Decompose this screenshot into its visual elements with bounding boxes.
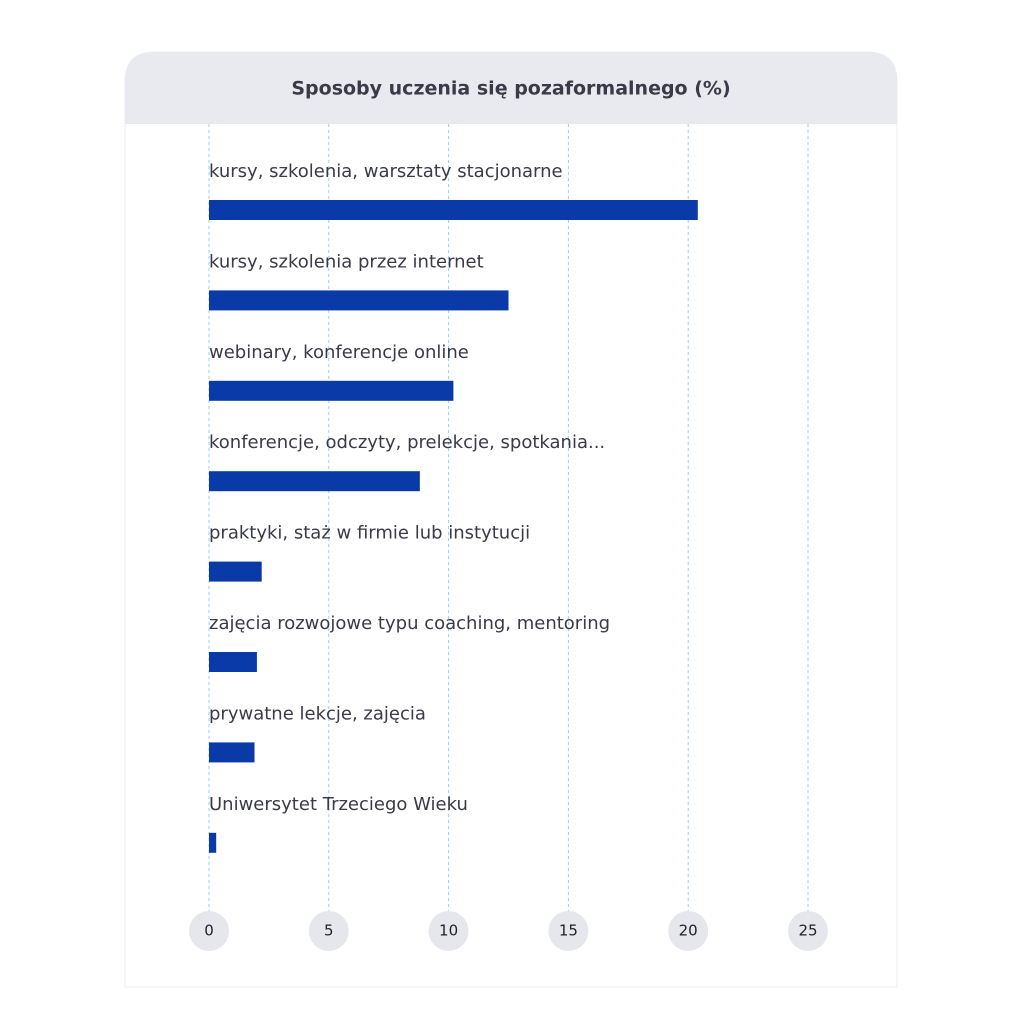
bar — [209, 200, 698, 220]
header — [125, 52, 897, 124]
tick-badge — [788, 911, 828, 951]
tick-badge — [189, 911, 229, 951]
chart-title: Sposoby uczenia się pozaformalnego (%) — [291, 78, 730, 100]
bar — [209, 742, 255, 763]
category-label: webinary, konferencje online — [209, 342, 469, 363]
x-tick-label: 0 — [204, 922, 214, 940]
tick-badge — [548, 911, 589, 951]
tick-badge — [308, 911, 349, 951]
category-label: konferencje, odczyty, prelekcje, spotkan… — [209, 432, 605, 453]
x-tick-label: 20 — [679, 922, 698, 940]
tick-badge — [668, 911, 709, 951]
x-tick-label: 10 — [439, 922, 458, 940]
x-tick-label: 25 — [798, 922, 817, 940]
category-label: kursy, szkolenia, warsztaty stacjonarne — [209, 161, 563, 182]
bar — [209, 290, 509, 311]
category-label: prywatne lekcje, zajęcia — [209, 703, 426, 724]
tick-badge — [428, 911, 469, 951]
category-label: praktyki, staż w firmie lub instytucji — [209, 523, 530, 544]
x-tick-label: 5 — [324, 922, 334, 940]
bar — [209, 832, 217, 853]
category-label: zajęcia rozwojowe typu coaching, mentori… — [209, 613, 610, 634]
bar — [209, 471, 420, 492]
bar — [209, 561, 262, 582]
bar — [209, 652, 257, 672]
category-label: Uniwersytet Trzeciego Wieku — [209, 794, 468, 815]
bar — [209, 380, 454, 401]
category-label: kursy, szkolenia przez internet — [209, 251, 484, 272]
x-tick-label: 15 — [559, 922, 578, 940]
card — [124, 51, 898, 988]
